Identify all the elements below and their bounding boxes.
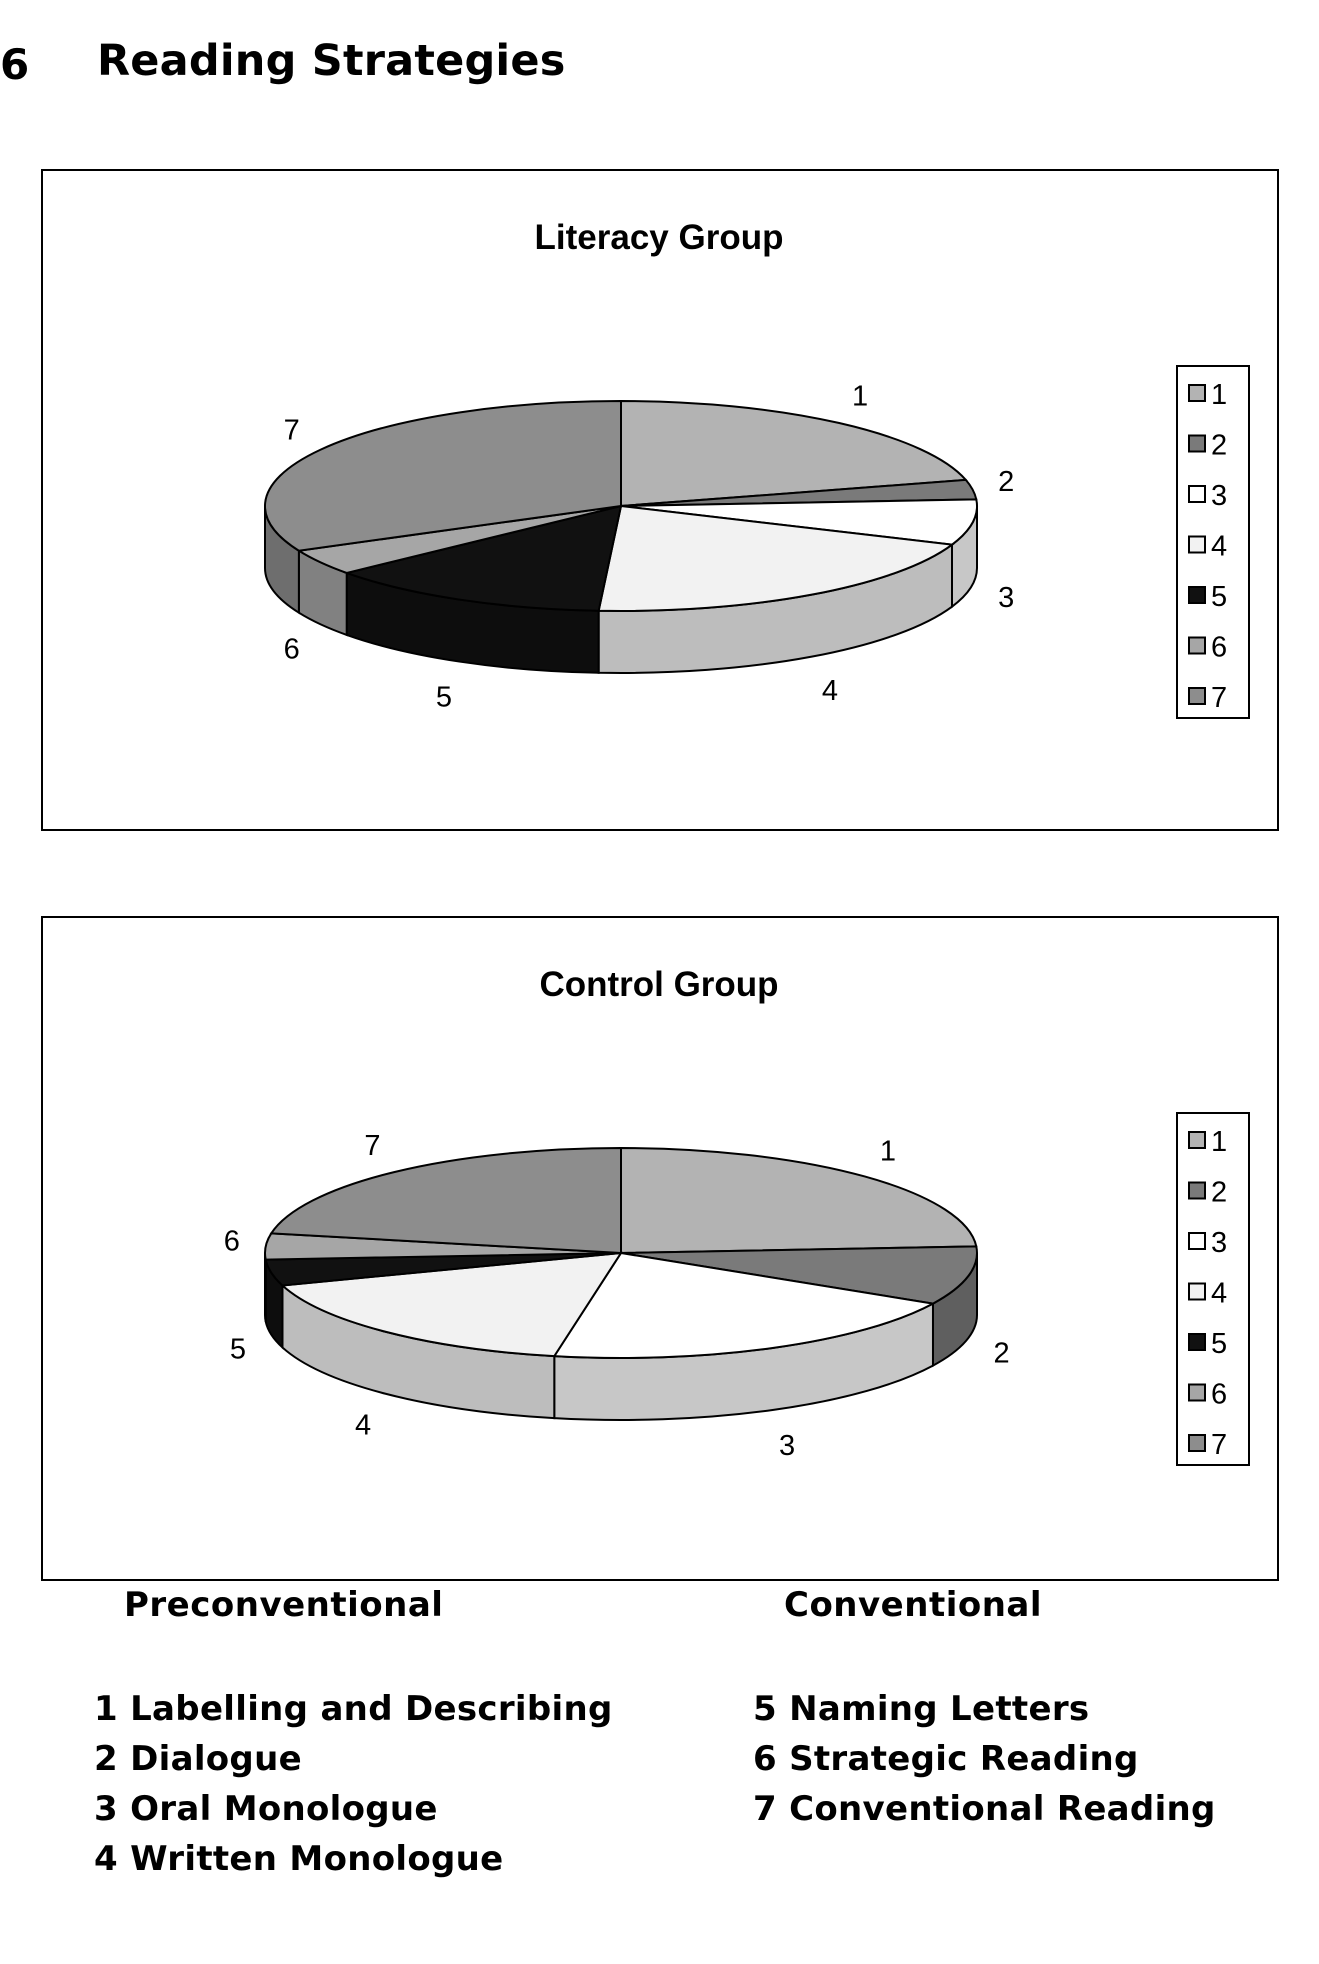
legend-swatch-4	[1188, 535, 1206, 554]
legend-swatch-5	[1188, 586, 1206, 604]
legend-label-7: 7	[1211, 682, 1227, 714]
literacy-pie-svg: Literacy Group 1 2 3 4 5 6 7 1 2 3 4 5 6 7	[264, 218, 1250, 719]
page-title: Reading Strategies	[97, 36, 566, 86]
legend-swatch-2	[1188, 1181, 1206, 1200]
key-item: 4 Written Monologue	[94, 1839, 504, 1879]
pie-slice-labels: 1 2 3 4 5 6 7	[224, 1130, 1010, 1462]
legend-label-4: 4	[1211, 1278, 1227, 1310]
key-item: 5 Naming Letters	[753, 1689, 1090, 1729]
key-heading-preconventional: Preconventional	[124, 1585, 444, 1625]
pie-slice-7	[264, 399, 622, 552]
control-pie-svg: Control Group 1 2 3 4 5 6 7 1 2 3 4 5 6 7	[224, 965, 1250, 1466]
key-list-preconventional: 1 Labelling and Describing 2 Dialogue 3 …	[94, 1684, 613, 1884]
legend-label-4: 4	[1211, 531, 1227, 563]
slice-label-6: 6	[284, 633, 300, 665]
chart-legend: 1 2 3 4 5 6 7	[1176, 1112, 1250, 1466]
pie-side-6	[264, 1252, 267, 1322]
pie-slice-4	[280, 1251, 623, 1358]
legend-swatch-6	[1188, 636, 1206, 655]
pie-slice-3	[620, 498, 978, 546]
pie-slice-7	[269, 1146, 622, 1255]
key-item: 7 Conventional Reading	[753, 1789, 1216, 1829]
legend-label-3: 3	[1211, 1227, 1227, 1259]
slice-label-7: 7	[284, 415, 300, 447]
legend-swatch-1	[1188, 1131, 1206, 1149]
legend-swatch-1	[1188, 384, 1206, 402]
pie-top-faces	[264, 1146, 978, 1359]
chart-legend: 1 2 3 4 5 6 7	[1176, 365, 1250, 719]
pie-slice-labels: 1 2 3 4 5 6 7	[284, 380, 1015, 713]
key-item: 3 Oral Monologue	[94, 1789, 438, 1829]
legend-swatch-2	[1188, 434, 1206, 453]
slice-label-3: 3	[998, 582, 1014, 614]
section-number: 6	[0, 40, 30, 89]
legend-swatch-6	[1188, 1383, 1206, 1402]
key-heading-conventional: Conventional	[784, 1585, 1043, 1625]
legend-swatch-5	[1188, 1333, 1206, 1351]
legend-label-7: 7	[1211, 1429, 1227, 1461]
legend-label-1: 1	[1211, 379, 1227, 411]
pie-slice-2	[620, 1245, 978, 1305]
legend-label-2: 2	[1211, 430, 1227, 462]
legend-swatch-7	[1188, 687, 1206, 705]
chart-title: Literacy Group	[535, 218, 784, 257]
control-group-chart: Control Group 1 2 3 4 5 6 7 1 2 3 4 5 6 7	[41, 916, 1279, 1581]
slice-label-4: 4	[822, 675, 838, 707]
pie-slice-3	[552, 1251, 937, 1359]
legend-label-3: 3	[1211, 480, 1227, 512]
legend-label-6: 6	[1211, 632, 1227, 664]
legend-swatch-3	[1188, 485, 1206, 503]
slice-label-4: 4	[355, 1409, 371, 1441]
pie-slice-1	[620, 399, 968, 508]
pie-side-walls	[264, 505, 978, 674]
legend-swatch-3	[1188, 1232, 1206, 1250]
pie-slice-4	[597, 504, 955, 612]
key-item: 2 Dialogue	[94, 1739, 302, 1779]
legend-label-5: 5	[1211, 1328, 1227, 1360]
legend-label-6: 6	[1211, 1379, 1227, 1411]
key-item: 1 Labelling and Describing	[94, 1689, 613, 1729]
literacy-group-chart: Literacy Group 1 2 3 4 5 6 7 1 2 3 4 5 6 7	[41, 169, 1279, 831]
pie-slice-5	[343, 504, 623, 612]
key-item: 6 Strategic Reading	[753, 1739, 1139, 1779]
chart-title: Control Group	[539, 965, 778, 1004]
slice-label-7: 7	[364, 1130, 380, 1162]
legend-label-1: 1	[1211, 1126, 1227, 1158]
slice-label-2: 2	[998, 466, 1014, 498]
legend-swatch-4	[1188, 1282, 1206, 1301]
slice-label-2: 2	[994, 1337, 1010, 1369]
slice-label-3: 3	[779, 1430, 795, 1462]
slice-label-1: 1	[852, 380, 868, 412]
slice-label-5: 5	[230, 1333, 246, 1365]
pie-top-faces	[264, 399, 978, 612]
slice-label-6: 6	[224, 1226, 240, 1258]
key-list-conventional: 5 Naming Letters 6 Strategic Reading 7 C…	[753, 1684, 1216, 1834]
slice-label-1: 1	[880, 1136, 896, 1168]
legend-label-2: 2	[1211, 1177, 1227, 1209]
legend-swatch-7	[1188, 1434, 1206, 1452]
pie-slice-1	[620, 1146, 978, 1255]
slice-label-5: 5	[436, 681, 452, 713]
legend-label-5: 5	[1211, 581, 1227, 613]
